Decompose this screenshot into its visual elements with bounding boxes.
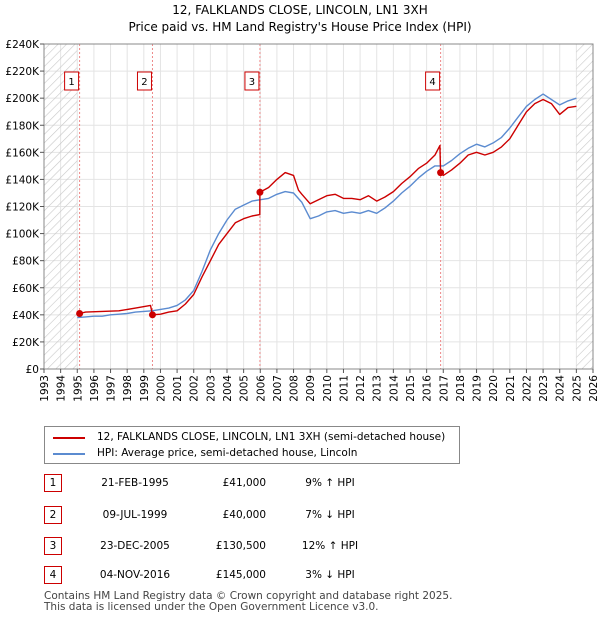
transaction-date: 09-JUL-1999 (102, 509, 168, 521)
price-chart: 1 2 3 4 £0 £20K £40K £60K £80K £100K £120K £140K £1… (5, 39, 600, 402)
x-tick-label: 2012 (355, 375, 367, 402)
y-tick-label: £140K (5, 174, 40, 186)
sale-label-box (244, 71, 260, 91)
hpi-series-line (77, 93, 577, 319)
y-tick-label: £120K (5, 202, 40, 214)
x-tick-label: 2001 (172, 375, 184, 402)
sale-point (437, 169, 445, 177)
transaction-marker: 3 (44, 537, 62, 555)
sale-label: 2 (141, 77, 147, 88)
x-tick-label: 2010 (322, 375, 334, 402)
x-tick-label: 2002 (189, 375, 201, 402)
legend-label-property: 12, FALKLANDS CLOSE, LINCOLN, LN1 3XH (s… (97, 431, 446, 443)
transaction-price: £130,500 (215, 540, 266, 552)
y-tick-label: £20K (12, 337, 40, 349)
chart-subtitle: Price paid vs. HM Land Registry's House … (128, 20, 472, 34)
sale-label: 4 (429, 77, 435, 88)
sale-label: 1 (68, 77, 74, 88)
x-tick-label: 1998 (122, 375, 134, 402)
y-tick-label: £40K (12, 310, 40, 322)
x-tick-label: 1999 (139, 375, 151, 402)
transaction-marker: 4 (44, 566, 62, 584)
y-tick-label: £180K (5, 120, 40, 132)
table-row: 3 23-DEC-2005 £130,500 12% ↑ HPI (0, 535, 600, 557)
x-tick-label: 2013 (372, 375, 384, 402)
transaction-price: £145,000 (215, 569, 266, 581)
x-tick-label: 2008 (289, 375, 301, 402)
footer-copyright: Contains HM Land Registry data © Crown c… (44, 590, 453, 602)
x-tick-label: 1997 (106, 375, 118, 402)
x-tick-label: 2025 (571, 375, 583, 402)
legend-swatch-hpi (53, 453, 85, 455)
y-tick-label: £160K (5, 147, 40, 159)
legend: 12, FALKLANDS CLOSE, LINCOLN, LN1 3XH (s… (44, 426, 460, 464)
hatch-region-before (44, 44, 78, 369)
x-tick-label: 2024 (555, 375, 567, 402)
x-tick-label: 2021 (505, 375, 517, 402)
legend-swatch-property (53, 437, 85, 439)
transaction-price: £40,000 (222, 509, 266, 521)
x-tick-label: 2016 (422, 375, 434, 402)
transaction-marker: 1 (44, 474, 62, 492)
x-tick-label: 1993 (39, 375, 51, 402)
x-tick-label: 2014 (388, 375, 400, 402)
table-row: 4 04-NOV-2016 £145,000 3% ↓ HPI (0, 564, 600, 586)
transaction-price: £41,000 (222, 477, 266, 489)
x-tick-label: 2018 (455, 375, 467, 402)
y-tick-label: £100K (5, 229, 40, 241)
x-tick-label: 2022 (521, 375, 533, 402)
sale-label-box (136, 71, 152, 91)
y-tick-label: £60K (12, 283, 40, 295)
sale-label: 3 (249, 77, 255, 88)
x-tick-label: 1996 (89, 375, 101, 402)
chart-title: 12, FALKLANDS CLOSE, LINCOLN, LN1 3XH (172, 3, 428, 17)
x-tick-label: 2007 (272, 375, 284, 402)
y-tick-label: £0 (26, 364, 39, 376)
transaction-date: 21-FEB-1995 (101, 477, 169, 489)
table-row: 1 21-FEB-1995 £41,000 9% ↑ HPI (0, 472, 600, 494)
sale-point (76, 309, 84, 317)
x-tick-label: 2020 (488, 375, 500, 402)
sale-label-box (64, 71, 80, 91)
x-tick-label: 2009 (305, 375, 317, 402)
transaction-hpi: 12% ↑ HPI (301, 540, 359, 552)
x-tick-label: 2019 (472, 375, 484, 402)
transaction-hpi: 9% ↑ HPI (305, 477, 355, 489)
y-tick-label: £80K (12, 256, 40, 268)
hatch-region-after (576, 44, 593, 369)
x-tick-label: 2004 (222, 375, 234, 402)
legend-label-hpi: HPI: Average price, semi-detached house,… (97, 447, 358, 459)
transaction-hpi: 3% ↓ HPI (305, 569, 355, 581)
x-tick-label: 1994 (56, 375, 68, 402)
sale-point (256, 188, 264, 196)
transaction-marker: 2 (44, 506, 62, 524)
x-tick-label: 2005 (239, 375, 251, 402)
x-tick-label: 2000 (155, 375, 167, 402)
x-tick-label: 2017 (438, 375, 450, 402)
x-tick-label: 2026 (588, 375, 600, 402)
y-tick-label: £240K (5, 39, 40, 51)
transaction-hpi: 7% ↓ HPI (305, 509, 355, 521)
transaction-date: 04-NOV-2016 (99, 569, 171, 581)
x-tick-label: 2023 (538, 375, 550, 402)
x-tick-label: 1995 (72, 375, 84, 402)
sale-label-box (425, 71, 441, 91)
x-tick-label: 2006 (255, 375, 267, 402)
y-tick-label: £200K (5, 93, 40, 105)
x-tick-label: 2003 (205, 375, 217, 402)
table-row: 2 09-JUL-1999 £40,000 7% ↓ HPI (0, 504, 600, 526)
x-tick-label: 2011 (338, 375, 350, 402)
footer-license: This data is licensed under the Open Gov… (44, 601, 379, 613)
x-tick-label: 2015 (405, 375, 417, 402)
transaction-date: 23-DEC-2005 (100, 540, 170, 552)
y-tick-label: £220K (5, 66, 40, 78)
sale-point (148, 311, 156, 319)
property-series-line (79, 98, 577, 316)
